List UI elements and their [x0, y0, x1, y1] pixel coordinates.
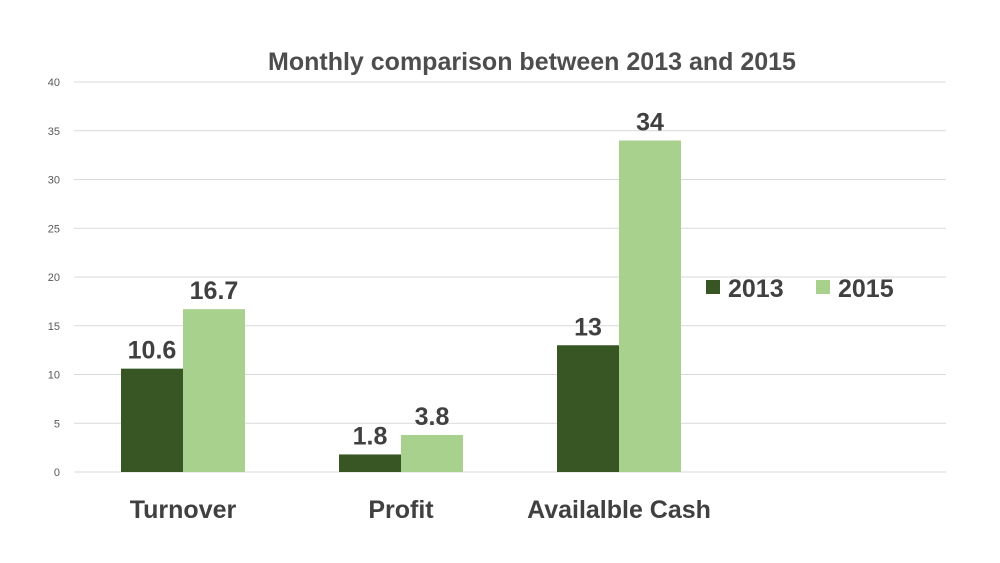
bar	[121, 368, 183, 472]
x-axis-ticks: Turnover Profit Availalble Cash	[130, 496, 711, 524]
legend-swatch	[816, 280, 830, 294]
y-tick-label: 30	[48, 175, 60, 187]
y-tick-label: 20	[48, 272, 60, 284]
data-label: 10.6	[128, 337, 177, 365]
bar	[183, 309, 245, 472]
x-tick-label: Availalble Cash	[527, 496, 711, 524]
chart-title: Monthly comparison between 2013 and 2015	[268, 48, 796, 76]
data-label: 16.7	[190, 277, 239, 305]
data-label: 13	[574, 313, 602, 341]
y-tick-label: 15	[48, 321, 60, 333]
legend-item: 2013	[706, 275, 784, 303]
legend: 2013 2015	[706, 275, 894, 303]
legend-item: 2015	[816, 275, 894, 303]
y-tick-label: 40	[48, 77, 60, 89]
y-tick-label: 10	[48, 370, 60, 382]
bars	[121, 140, 681, 472]
legend-label: 2013	[728, 275, 784, 303]
legend-swatch	[706, 280, 720, 294]
bar	[401, 434, 463, 472]
data-label: 34	[636, 109, 664, 137]
x-tick-label: Profit	[368, 496, 434, 524]
legend-label: 2015	[838, 275, 894, 303]
y-tick-label: 5	[54, 418, 60, 430]
x-tick-label: Turnover	[130, 496, 237, 524]
bar	[339, 454, 401, 472]
bar	[557, 345, 619, 472]
y-tick-label: 35	[48, 126, 60, 138]
bar	[619, 140, 681, 472]
y-tick-label: 0	[54, 467, 60, 479]
y-tick-label: 25	[48, 223, 60, 235]
data-label: 1.8	[353, 422, 388, 450]
y-axis-ticks: 0 5 10 15 20 25 30 35 40	[48, 77, 60, 479]
data-label: 3.8	[415, 403, 450, 431]
data-labels: 10.6 16.7 1.8 3.8 13 34	[128, 109, 664, 451]
